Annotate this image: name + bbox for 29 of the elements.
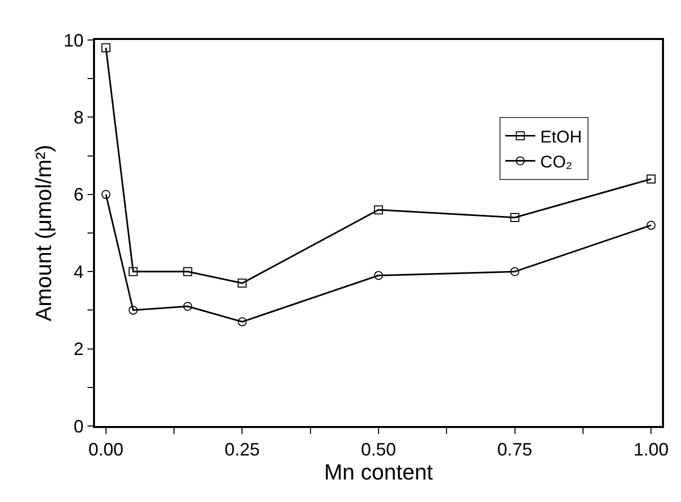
x-tick-label: 0.00 — [88, 439, 124, 460]
legend-label: CO₂ — [540, 152, 572, 172]
x-tick-label: 0.75 — [497, 439, 532, 460]
x-tick-label: 1.00 — [634, 439, 669, 460]
y-tick-label: 4 — [74, 262, 84, 282]
x-tick-label: 0.25 — [224, 439, 260, 460]
point — [128, 267, 138, 276]
point — [646, 220, 656, 230]
point — [101, 190, 110, 199]
x-axis-title: Mn content — [324, 459, 433, 484]
x-tick-label: 0.50 — [360, 439, 396, 460]
legend-label: EtOH — [540, 127, 582, 146]
y-tick-label: 0 — [74, 416, 84, 436]
point — [374, 270, 383, 280]
point — [183, 267, 192, 276]
y-tick-label: 2 — [74, 339, 84, 360]
y-tick-label: 10 — [64, 30, 84, 50]
point — [183, 302, 192, 311]
point — [510, 267, 520, 276]
point — [510, 213, 520, 222]
y-axis-title: Amount (μmol/m²) — [30, 144, 56, 322]
point — [238, 278, 247, 288]
point — [101, 43, 110, 52]
y-tick-label: 8 — [74, 108, 84, 128]
point — [238, 317, 247, 326]
point — [646, 174, 656, 184]
point — [374, 205, 383, 214]
point — [128, 306, 138, 315]
y-tick-label: 6 — [74, 184, 84, 205]
